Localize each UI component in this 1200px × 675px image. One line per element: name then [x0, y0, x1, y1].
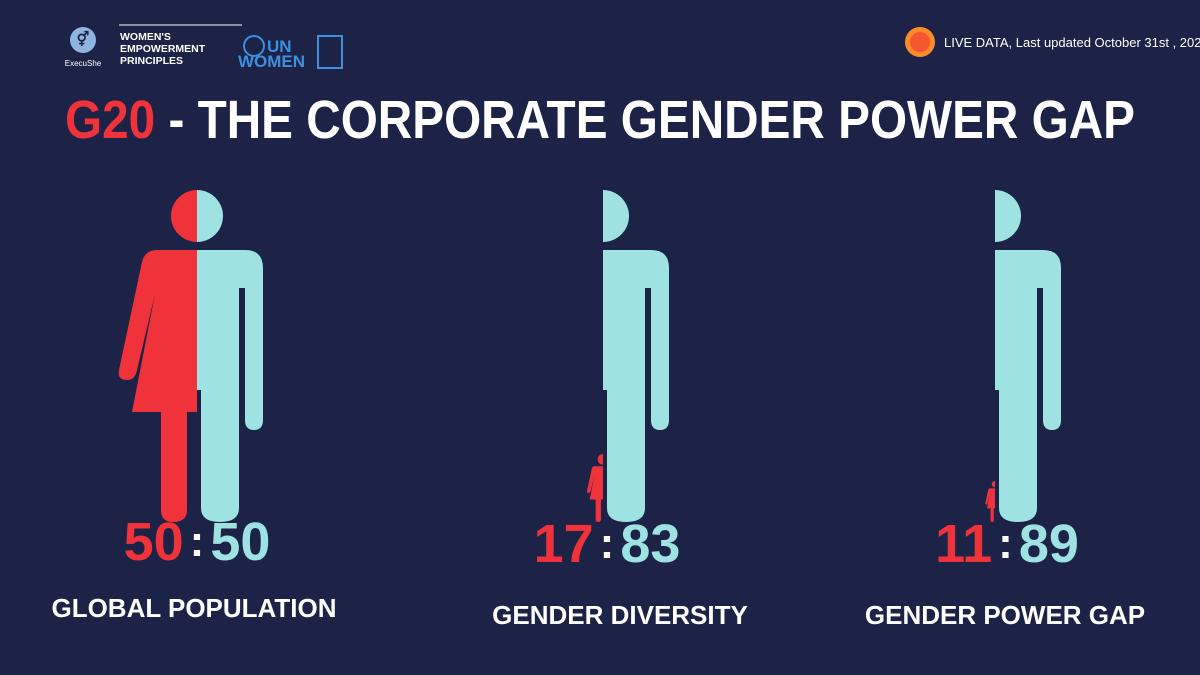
figure-head: [597, 454, 603, 465]
un-emblem: [243, 35, 265, 57]
execushe-symbol: ⚥: [77, 30, 90, 47]
figure-head: [171, 190, 197, 242]
weps-line: EMPOWERMENT: [120, 43, 206, 55]
women-value: 11: [935, 514, 992, 574]
separator: :: [600, 519, 615, 568]
figure-head: [991, 480, 995, 488]
weps-line: PRINCIPLES: [120, 55, 183, 67]
ratio: 17:83: [534, 514, 681, 574]
un-women-mark: [317, 35, 343, 69]
title: G20 - THE CORPORATE GENDER POWER GAP: [65, 90, 1135, 150]
panel-label: GENDER POWER GAP: [865, 600, 1145, 630]
men-value: 89: [1019, 514, 1079, 574]
ratio: 11:89: [935, 514, 1079, 574]
panel-label: GENDER DIVERSITY: [492, 600, 748, 630]
figure-body: [197, 250, 263, 522]
figure-body: [586, 466, 603, 522]
ratio: 50:50: [124, 512, 271, 572]
women-value: 17: [534, 514, 594, 574]
figure: [985, 480, 995, 522]
figure-body: [995, 250, 1061, 522]
panel: 50:50 GLOBAL POPULATION: [51, 190, 337, 623]
men-value: 83: [620, 514, 680, 574]
live-data-text: LIVE DATA, Last updated October 31st , 2…: [944, 35, 1200, 50]
figure: [603, 190, 669, 522]
execushe-name: ExecuShe: [65, 59, 102, 68]
figure-body: [985, 488, 995, 522]
live-indicator: [910, 32, 930, 52]
panel: 11:89 GENDER POWER GAP: [865, 190, 1145, 630]
figure-body: [118, 250, 197, 522]
men-value: 50: [210, 512, 270, 572]
figure-head: [197, 190, 223, 242]
figure-body: [603, 250, 669, 522]
figure: [118, 190, 197, 522]
title-rest: - THE CORPORATE GENDER POWER GAP: [168, 90, 1135, 150]
panel-label: GLOBAL POPULATION: [51, 593, 336, 623]
separator: :: [998, 519, 1013, 568]
separator: :: [190, 517, 205, 566]
women-value: 50: [124, 512, 184, 572]
figure-head: [995, 190, 1021, 242]
execushe-icon: [70, 27, 96, 53]
figure: [995, 190, 1061, 522]
title-highlight: G20: [65, 90, 155, 150]
figure-head: [603, 190, 629, 242]
un-text: UN: [267, 37, 292, 56]
panel: 17:83 GENDER DIVERSITY: [492, 190, 748, 630]
weps-line: WOMEN'S: [120, 31, 171, 43]
women-text: WOMEN: [238, 52, 305, 71]
figure: [197, 190, 263, 522]
figure: [586, 454, 603, 522]
